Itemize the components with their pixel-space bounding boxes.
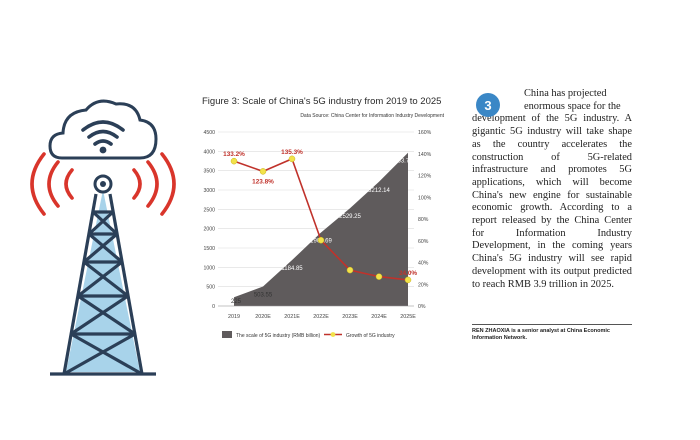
y-left-tick-label: 500 (206, 285, 215, 291)
section-number-badge: 3 (476, 93, 500, 117)
chart-source: Data Source: China Center for Informatio… (300, 113, 444, 119)
y-left-tick-label: 2500 (203, 207, 215, 213)
y-left-tick-label: 4000 (203, 149, 215, 155)
growth-point (404, 276, 412, 284)
scale-value-label: 1184.85 (281, 266, 303, 272)
cell-tower-illustration (30, 99, 176, 376)
growth-point (288, 155, 296, 163)
cloud-icon (48, 99, 158, 160)
y-right-tick-label: 100% (418, 195, 432, 201)
growth-value-label: 123.8% (252, 178, 274, 185)
wifi-icon (81, 120, 125, 146)
growth-point (375, 273, 383, 280)
legend-swatch-growth-marker (330, 332, 336, 337)
legend-swatch-scale (222, 331, 232, 338)
article-lead: China has projected enormous space for t… (524, 88, 621, 112)
scale-value-label: 2529.25 (339, 214, 361, 220)
y-left-tick-label: 4500 (203, 130, 215, 136)
signal-waves-left (30, 152, 74, 216)
scale-value-label: 225 (231, 299, 242, 305)
y-left-tick-label: 3500 (203, 169, 215, 175)
growth-point (317, 236, 325, 244)
x-tick-label: 2020E (255, 314, 271, 320)
y-right-tick-label: 60% (418, 239, 429, 245)
x-tick-label: 2023E (342, 314, 358, 320)
y-right-tick-label: 40% (418, 261, 429, 267)
signal-waves-right (132, 152, 176, 216)
5g-tower-icon (30, 99, 176, 376)
chart-figure: Figure 3: Scale of China's 5G industry f… (196, 86, 448, 356)
x-tick-label: 2024E (371, 314, 387, 320)
x-tick-label: 2022E (313, 314, 329, 320)
x-tick-label: 2025E (400, 314, 416, 320)
y-left-tick-label: 1000 (203, 265, 215, 271)
growth-point (259, 168, 267, 175)
y-left-tick-label: 1500 (203, 246, 215, 252)
growth-value-label: 133.2% (223, 151, 245, 158)
growth-point (346, 266, 354, 274)
legend-label-scale: The scale of 5G industry (RMB billion) (236, 333, 321, 339)
scale-value-label: 3212.14 (368, 188, 390, 194)
y-right-tick-label: 80% (418, 217, 429, 223)
y-right-tick-label: 20% (418, 282, 429, 288)
growth-value-label: 135.3% (281, 149, 303, 156)
x-tick-label: 2021E (284, 314, 300, 320)
industry-scale-chart: 0500100015002000250030003500400045000%20… (203, 130, 432, 339)
legend-label-growth: Growth of 5G industry (346, 333, 395, 339)
scale-area (234, 152, 408, 306)
y-left-tick-label: 3000 (203, 188, 215, 194)
y-right-tick-label: 140% (418, 152, 432, 158)
article-column: 3 China has projected enormous space for… (472, 88, 632, 341)
y-right-tick-label: 0% (418, 304, 426, 310)
y-right-tick-label: 120% (418, 174, 432, 180)
y-left-tick-label: 2000 (203, 227, 215, 233)
y-right-tick-label: 160% (418, 130, 432, 136)
chart-title: Figure 3: Scale of China's 5G industry f… (202, 96, 442, 107)
scale-value-label: 3963.7 (391, 159, 410, 165)
x-tick-label: 2019 (228, 314, 240, 320)
byline-divider (472, 324, 632, 325)
author-byline: REN ZHAOXIA is a senior analyst at China… (472, 328, 610, 341)
scale-value-label: 503.55 (254, 293, 273, 299)
y-left-tick-label: 0 (212, 304, 215, 310)
growth-value-label: 24.0% (399, 270, 417, 277)
growth-point (230, 157, 238, 165)
article-body: China has projected enormous space for t… (472, 88, 632, 291)
article-text: development of the 5G industry. A gigant… (472, 113, 632, 290)
